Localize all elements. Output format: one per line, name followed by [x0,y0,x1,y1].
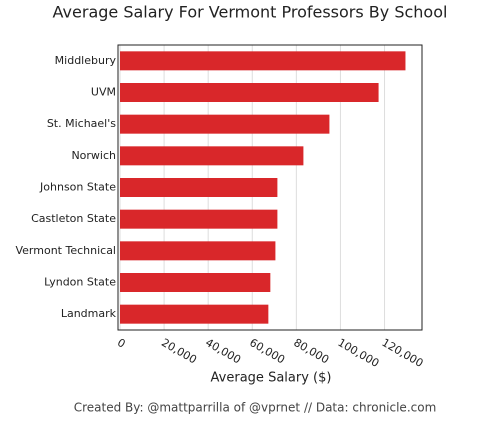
x-tick-label: 60,000 [247,336,287,367]
bar [120,51,406,71]
y-tick-label: UVM [91,86,116,99]
x-tick-label: 100,000 [335,336,381,370]
x-tick-label: 40,000 [203,336,243,367]
bar [120,273,271,292]
bar [120,178,278,197]
plot-frame [117,44,423,331]
y-tick-label: Vermont Technical [15,244,116,257]
x-tick-label: 0 [115,336,128,351]
y-tick-label: Middlebury [55,54,117,67]
bar [120,304,269,324]
y-tick-label: Landmark [61,307,117,320]
x-axis-title: Average Salary ($) [211,371,332,386]
y-tick-label: St. Michael's [47,117,116,130]
y-tick-label: Castleton State [31,212,116,225]
y-tick-label: Lyndon State [44,276,116,289]
y-tick-label: Johnson State [39,181,116,194]
bar [120,114,330,134]
bar [120,209,278,229]
x-tick-label: 80,000 [291,336,331,367]
chart-title: Average Salary For Vermont Professors By… [53,3,448,22]
bar [120,241,276,261]
footer: Created By: @mattparrilla of @vprnet // … [74,401,437,415]
x-tick-label: 20,000 [159,336,199,367]
y-tick-label: Norwich [71,149,116,162]
bar [120,83,379,102]
x-tick-label: 120,000 [380,336,426,370]
bar [120,146,304,166]
